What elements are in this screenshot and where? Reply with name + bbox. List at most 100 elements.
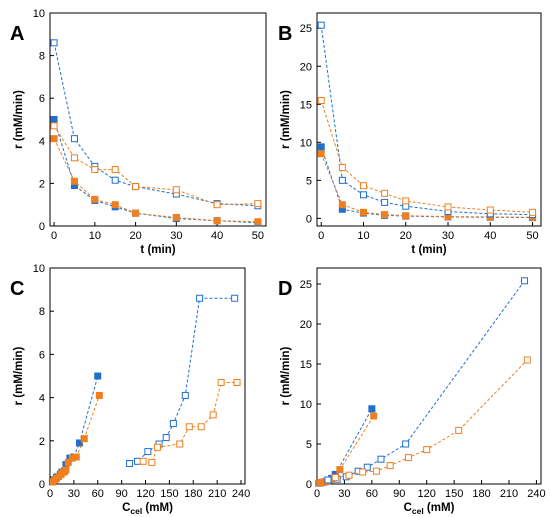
series-blue-solid — [50, 116, 262, 227]
x-tick-label: 30 — [338, 488, 350, 500]
data-point — [217, 378, 225, 386]
y-tick-label: 25 — [300, 23, 312, 35]
y-tick-label: 15 — [300, 359, 312, 371]
data-point — [72, 453, 80, 461]
data-point — [209, 411, 217, 419]
y-tick-label: 10 — [300, 137, 312, 149]
y-tick-label: 2 — [39, 178, 45, 190]
series-line — [52, 375, 99, 483]
y-axis-label: r (mM/min) — [13, 346, 25, 405]
x-tick-label: 20 — [400, 230, 412, 242]
data-point — [381, 189, 389, 197]
x-tick-label: 40 — [484, 230, 496, 242]
series-blue-solid — [48, 372, 102, 486]
data-point — [70, 135, 78, 143]
data-point — [444, 203, 452, 211]
data-point — [169, 420, 177, 428]
panel-letter: C — [10, 278, 24, 300]
data-point — [331, 474, 339, 482]
x-tick-label: 50 — [252, 230, 264, 242]
data-point — [338, 176, 346, 184]
data-point — [368, 405, 376, 413]
data-point — [359, 468, 367, 476]
y-tick-label: 2 — [39, 436, 45, 448]
data-point — [386, 462, 394, 470]
y-tick-label: 6 — [39, 349, 45, 361]
data-point — [139, 457, 147, 465]
x-tick-label: 40 — [211, 230, 223, 242]
data-point — [111, 166, 119, 174]
data-point — [111, 201, 119, 209]
y-tick-label: 6 — [39, 93, 45, 105]
y-axis-label: r (mM/min) — [280, 346, 292, 405]
chart-panel-a: A 0 10 20 30 40 50 0 2 4 6 8 10 t (min) r (mM/min) — [10, 8, 267, 256]
data-point — [402, 197, 410, 205]
data-point — [381, 198, 389, 206]
data-point — [359, 182, 367, 190]
data-point — [94, 372, 102, 380]
x-tick-label: 60 — [92, 488, 104, 500]
series-line — [320, 25, 533, 216]
series-line — [53, 42, 258, 207]
data-point — [317, 150, 325, 158]
series-blue-open — [50, 39, 262, 210]
data-point — [377, 455, 385, 463]
data-point — [521, 277, 529, 285]
x-tick-label: 0 — [314, 488, 320, 500]
y-tick-label: 15 — [300, 99, 312, 111]
data-point — [132, 209, 140, 217]
data-point — [372, 467, 380, 475]
data-point — [91, 195, 99, 203]
y-tick-label: 25 — [300, 279, 312, 291]
series-orange-open — [139, 378, 241, 466]
data-point — [144, 448, 152, 456]
data-point — [213, 201, 221, 209]
data-point — [423, 446, 431, 454]
x-tick-label: 120 — [136, 488, 154, 500]
plot-frame — [316, 267, 542, 485]
panel-letter: A — [10, 23, 24, 45]
x-tick-label: 120 — [418, 488, 436, 500]
data-point — [132, 183, 140, 191]
x-tick-label: 90 — [393, 488, 405, 500]
data-point — [148, 458, 156, 466]
y-tick-label: 0 — [39, 221, 45, 233]
data-point — [172, 186, 180, 194]
data-point — [111, 176, 119, 184]
data-point — [172, 213, 180, 221]
data-point — [359, 208, 367, 216]
data-point — [523, 356, 531, 364]
data-point — [231, 294, 239, 302]
data-point — [254, 200, 262, 208]
data-point — [181, 391, 189, 399]
data-point — [62, 466, 70, 474]
x-tick-label: 150 — [160, 488, 178, 500]
y-tick-label: 10 — [33, 8, 45, 20]
x-tick-label: 50 — [526, 230, 538, 242]
series-blue-open — [126, 294, 239, 467]
y-tick-label: 20 — [300, 319, 312, 331]
data-point — [324, 476, 332, 484]
y-tick-label: 10 — [33, 263, 45, 275]
plot-frame — [49, 267, 246, 485]
x-axis-label: t (min) — [140, 244, 175, 256]
y-tick-label: 4 — [39, 136, 45, 148]
series-orange-solid — [317, 150, 537, 221]
y-tick-label: 4 — [39, 393, 45, 405]
series-orange-solid — [49, 391, 103, 486]
x-tick-label: 0 — [47, 488, 53, 500]
data-point — [317, 21, 325, 29]
panel-letter: B — [278, 23, 292, 45]
chart-panel-b: B 0 10 20 30 40 50 0 5 10 15 20 25 t (min) r (mM/min) — [278, 12, 542, 256]
y-axis-label: r (mM/min) — [13, 90, 25, 149]
data-point — [176, 440, 184, 448]
data-point — [50, 116, 58, 123]
plot-frame — [316, 12, 542, 227]
x-tick-label: 210 — [208, 488, 226, 500]
data-point — [185, 423, 193, 431]
data-point — [80, 435, 88, 443]
x-tick-label: 180 — [184, 488, 202, 500]
data-point — [359, 191, 367, 199]
data-point — [70, 154, 78, 162]
